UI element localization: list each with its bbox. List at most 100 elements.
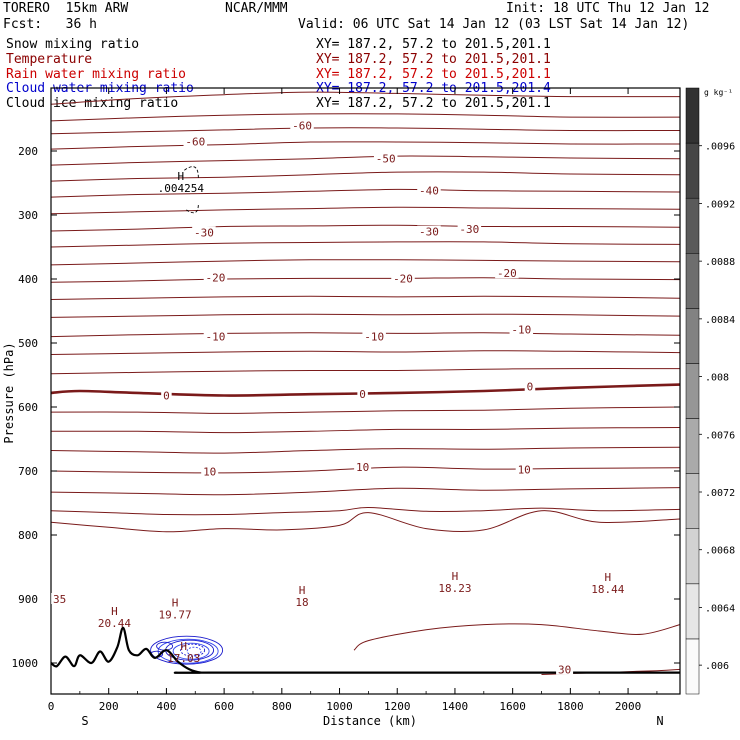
contour-label: -60 <box>292 119 312 132</box>
temperature-contour <box>50 206 681 215</box>
temperature-contour <box>50 406 681 414</box>
contour-label-halo <box>495 267 519 279</box>
x-tick-label: 1400 <box>442 700 469 713</box>
contour-label: 10 <box>203 466 216 479</box>
contour-label-halo <box>417 225 441 237</box>
colorbar-band <box>685 308 700 364</box>
contour-label-halo <box>354 461 372 473</box>
y-tick-label: 400 <box>18 273 38 286</box>
contour-label-halo <box>509 323 534 335</box>
temperature-contour <box>353 623 681 651</box>
cloud-water-contour <box>180 643 206 657</box>
colorbar-band <box>685 638 700 695</box>
contour-label-halo <box>556 663 574 675</box>
high-value: 18 <box>295 596 308 609</box>
contour-label-halo <box>201 465 219 477</box>
high-marker: H <box>178 170 185 183</box>
contour-label: -20 <box>497 267 517 280</box>
colorbar-tick-label: .0084 <box>705 315 735 326</box>
temperature-contour <box>50 171 681 182</box>
high-value: 20.44 <box>98 617 131 630</box>
y-axis-title: Pressure (hPa) <box>2 342 16 443</box>
contour-label-halo <box>192 226 216 238</box>
x-tick-label: 2000 <box>615 700 642 713</box>
contour-label: -10 <box>206 331 226 344</box>
colorbar-band <box>685 253 700 309</box>
x-tick-label: 400 <box>156 700 176 713</box>
contour-label-halo <box>515 463 533 475</box>
temperature-contour <box>50 91 681 105</box>
temperature-contour <box>50 427 681 434</box>
colorbar-band <box>685 87 700 144</box>
x-tick-label: 1000 <box>326 700 353 713</box>
contour-label: -30 <box>419 226 439 239</box>
center-label: NCAR/MMM <box>225 1 288 16</box>
y-tick-label: 200 <box>18 145 38 158</box>
x-tick-label: 1600 <box>499 700 526 713</box>
y-tick-label: 900 <box>18 593 38 606</box>
north-label: N <box>656 714 663 728</box>
south-label: S <box>81 714 88 728</box>
x-tick-label: 0 <box>48 700 55 713</box>
contour-label: -20 <box>393 272 413 285</box>
x-tick-label: 1200 <box>384 700 411 713</box>
colorbar-tick-label: .0088 <box>705 257 735 268</box>
colorbar-tick-label: .0072 <box>705 488 735 499</box>
contour-label: -30 <box>459 223 479 236</box>
contour-label: 0 <box>163 389 170 402</box>
contour-labels: -60 -60 -50 -40 -30 -30 -30 -20 -20 -20 -10 -10 -10 0… <box>51 119 625 676</box>
colorbar-tick-label: .0068 <box>705 546 735 557</box>
colorbar: .006 .0064 .0068 .0072 .0076 .008 .0084 .0088 .0… <box>685 87 735 695</box>
contour-label-halo <box>203 271 228 283</box>
field-xy-temperature: XY= 187.2, 57.2 to 201.5,201.1 <box>316 52 551 67</box>
y-tick-label: 600 <box>18 401 38 414</box>
contour-label: -10 <box>364 331 384 344</box>
colorbar-tick-label: .0096 <box>705 142 735 153</box>
high-value: 18.23 <box>438 582 471 595</box>
high-marker: H <box>172 597 179 610</box>
colorbar-tick-label: .0092 <box>705 199 735 210</box>
temperature-contour <box>50 313 681 318</box>
y-tick-label: 500 <box>18 337 38 350</box>
temperature-contour <box>50 155 681 166</box>
field-name-temperature: Temperature <box>6 52 93 67</box>
colorbar-unit: g kg⁻¹ <box>704 88 733 97</box>
colorbar-tick-label: .008 <box>705 373 729 384</box>
field-xy-rain: XY= 187.2, 57.2 to 201.5,201.1 <box>316 67 551 82</box>
temperature-contour <box>50 224 681 232</box>
temperature-contour <box>50 506 681 516</box>
high-marker: H <box>180 640 187 653</box>
temperature-contour <box>50 259 681 266</box>
temperature-contour <box>50 188 681 198</box>
temperature-contour <box>50 383 681 397</box>
terrain-line <box>50 626 680 674</box>
high-marker: H <box>299 584 306 597</box>
colorbar-tick-label: .0076 <box>705 430 735 441</box>
temperature-contour <box>50 141 681 150</box>
y-tick-label: 800 <box>18 529 38 542</box>
contour-label-halo <box>391 272 415 284</box>
model-label: TORERO 15km ARW <box>3 1 129 16</box>
cloud-water-contour <box>150 635 224 665</box>
temperature-contour <box>50 277 681 283</box>
contour-label: 10 <box>356 461 369 474</box>
temperature-contour <box>50 127 681 135</box>
contour-label: 10 <box>518 464 531 477</box>
contour-label: 0 <box>527 381 534 394</box>
init-label: Init: 18 UTC Thu 12 Jan 12 <box>506 1 710 16</box>
x-tick-label: 200 <box>99 700 119 713</box>
cloud-ice-contour <box>184 166 199 214</box>
temperature-contour <box>50 487 681 496</box>
high-marker: H <box>452 570 459 583</box>
temperature-contour <box>50 113 681 122</box>
contour-label: 30 <box>558 663 571 676</box>
field-xy-cloud-ice: XY= 187.2, 57.2 to 201.5,201.1 <box>316 96 551 111</box>
y-tick-label: 1000 <box>12 657 39 670</box>
contour-label: -20 <box>206 272 226 285</box>
colorbar-band <box>685 363 700 419</box>
field-name-rain: Rain water mixing ratio <box>6 67 187 82</box>
colorbar-band <box>685 142 700 199</box>
contour-label: 0 <box>359 388 366 401</box>
colorbar-tick-label: .006 <box>705 661 729 672</box>
